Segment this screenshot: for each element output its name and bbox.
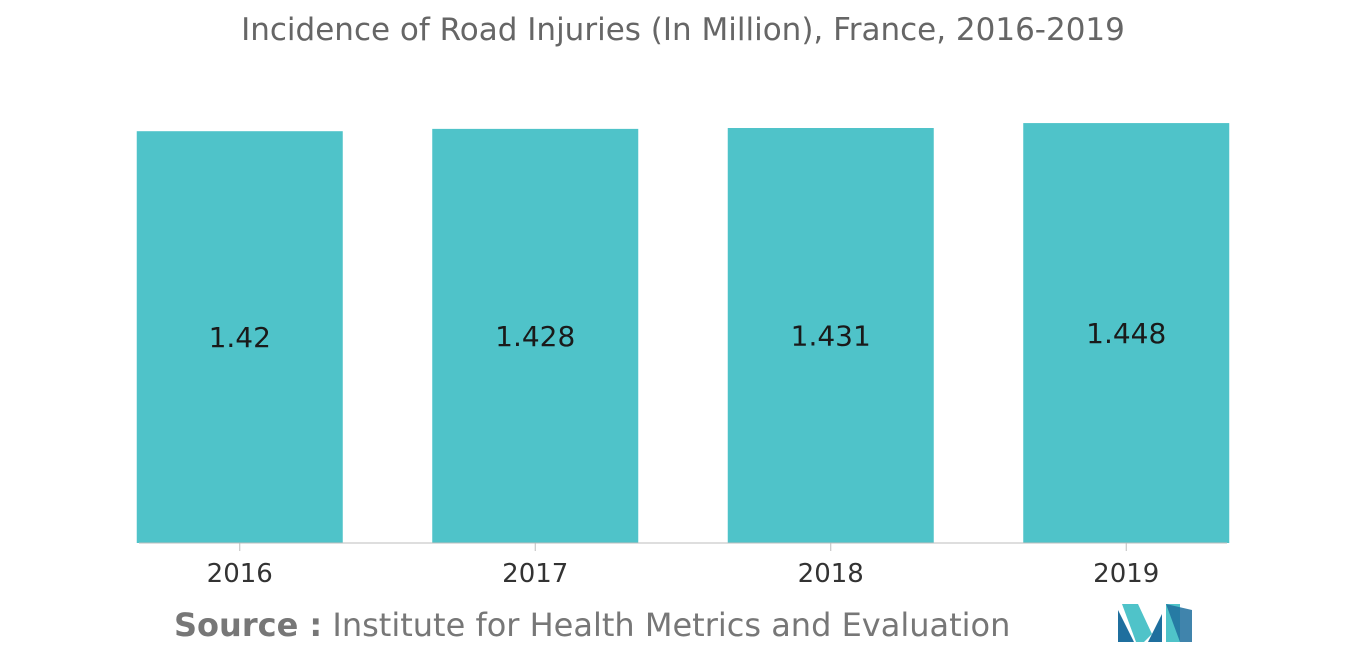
source-note: Source : Institute for Health Metrics an… (174, 606, 1010, 644)
x-tick-label-2019: 2019 (1093, 559, 1159, 589)
x-axis-ticks: 2016 2017 2018 2019 (139, 542, 1227, 589)
data-label-2018: 1.431 (791, 320, 871, 353)
source-text: Institute for Health Metrics and Evaluat… (332, 606, 1011, 644)
bar-2018 (727, 128, 934, 543)
source-prefix: Source : (174, 606, 323, 644)
labels-layer: 1.42 1.428 1.431 1.448 (209, 317, 1167, 354)
x-tick-label-2017: 2017 (502, 559, 568, 589)
bar-2019 (1023, 123, 1230, 543)
data-label-2019: 1.448 (1086, 317, 1166, 350)
data-label-2017: 1.428 (495, 320, 575, 353)
data-label-2016: 1.42 (209, 321, 271, 354)
x-tick-label-2018: 2018 (798, 559, 864, 589)
x-tick-label-2016: 2016 (207, 559, 273, 589)
bars-layer (136, 123, 1230, 543)
mordor-intelligence-logo-icon (1118, 604, 1192, 642)
bar-2017 (432, 128, 639, 543)
bar-2016 (136, 131, 343, 543)
chart-title: Incidence of Road Injuries (In Million),… (241, 12, 1125, 48)
bar-chart: 1.42 1.428 1.431 1.448 2016 2017 2018 2019 (136, 123, 1230, 589)
